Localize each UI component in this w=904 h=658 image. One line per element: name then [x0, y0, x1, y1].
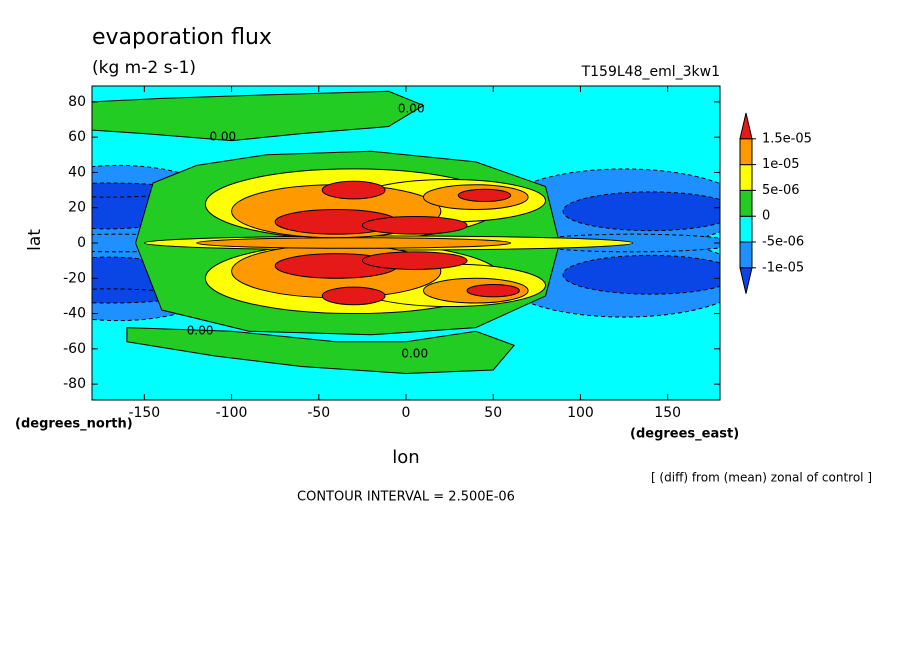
- contour-label: 0.00: [398, 101, 425, 115]
- y-tick-label: 60: [68, 129, 86, 145]
- colorbar-box: [739, 241, 753, 269]
- contour-label: 0.00: [187, 324, 214, 338]
- y-tick-label: 20: [68, 200, 86, 216]
- contour-fill: [196, 237, 512, 249]
- contour-fill: [126, 327, 515, 375]
- x-tick-label: 100: [567, 405, 594, 421]
- colorbar-box: [739, 164, 753, 191]
- contour-fill: [466, 283, 520, 298]
- contour-fill: [361, 251, 468, 270]
- run-label: T159L48_eml_3kw1: [581, 64, 720, 80]
- contour-fill: [321, 286, 386, 306]
- x-axis-label: lon: [392, 447, 419, 468]
- x-tick-label: -150: [128, 405, 160, 421]
- colorbar-box: [739, 112, 753, 140]
- y-tick-label: -80: [63, 376, 86, 392]
- contour-fill: [562, 254, 720, 295]
- chart-title: evaporation flux: [92, 25, 272, 50]
- x-units: (degrees_east): [630, 427, 739, 442]
- y-tick-label: 40: [68, 164, 86, 180]
- y-axis-label: lat: [25, 229, 45, 251]
- y-tick-label: -40: [63, 306, 86, 322]
- contour-fill: [92, 90, 425, 142]
- contour-fill: [562, 191, 720, 232]
- contour-fill: [361, 216, 468, 235]
- colorbar-label: 0: [762, 209, 770, 224]
- x-tick-label: 150: [654, 405, 681, 421]
- colorbar-label: 5e-06: [762, 183, 800, 198]
- colorbar-box: [739, 189, 753, 217]
- colorbar-label: 1e-05: [762, 157, 800, 172]
- x-tick-label: 0: [402, 405, 411, 421]
- plot-area: [92, 86, 720, 400]
- y-tick-label: 0: [77, 235, 86, 251]
- y-tick-label: -20: [63, 270, 86, 286]
- x-tick-label: 50: [484, 405, 502, 421]
- x-tick-label: -100: [216, 405, 248, 421]
- y-tick-label: -60: [63, 341, 86, 357]
- x-tick-label: -50: [307, 405, 330, 421]
- y-tick-label: 80: [68, 94, 86, 110]
- chart-subtitle: (kg m-2 s-1): [92, 58, 196, 78]
- y-units: (degrees_north): [15, 417, 133, 432]
- colorbar-label: 1.5e-05: [762, 131, 812, 146]
- contour-fill: [321, 180, 386, 200]
- contour-label: 0.00: [401, 347, 428, 361]
- contour-interval: CONTOUR INTERVAL = 2.500E-06: [297, 490, 515, 505]
- colorbar-label: -1e-05: [762, 260, 804, 275]
- colorbar-box: [739, 138, 753, 166]
- note: [ (diff) from (mean) zonal of control ]: [651, 471, 872, 485]
- colorbar-label: -5e-06: [762, 235, 804, 250]
- contour-label: 0.00: [209, 130, 236, 144]
- colorbar-box: [739, 215, 753, 243]
- contour-fill: [457, 188, 512, 203]
